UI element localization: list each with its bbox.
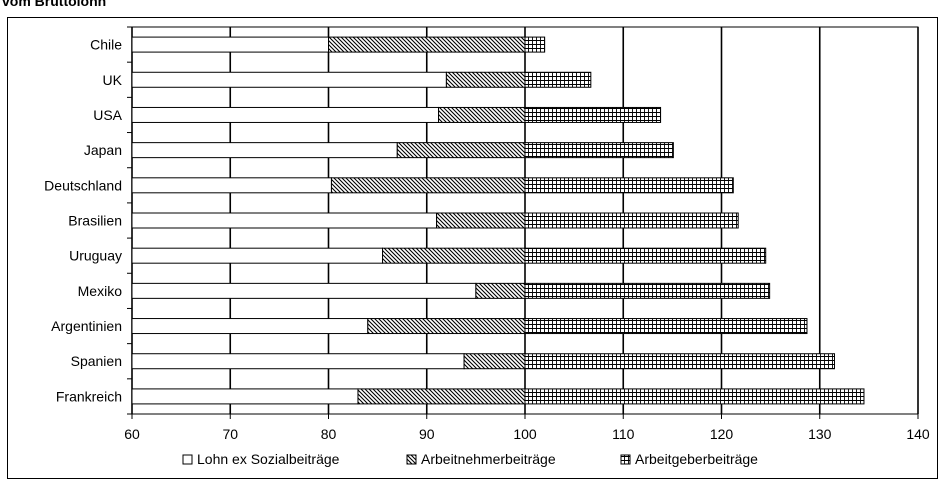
category-label-deutschland: Deutschland xyxy=(44,177,122,193)
category-label-mexiko: Mexiko xyxy=(78,283,123,299)
bar-brasilien-series-0 xyxy=(131,212,438,229)
bar-spanien-series-0 xyxy=(131,353,465,370)
bar-brasilien-series-2 xyxy=(524,212,739,229)
category-label-usa: USA xyxy=(93,107,122,123)
bar-argentinien-series-0 xyxy=(131,318,369,335)
x-tick-label-110: 110 xyxy=(612,426,635,442)
chart-frame xyxy=(7,17,938,479)
legend-label-0: Lohn ex Sozialbeiträge xyxy=(197,451,340,467)
x-tick-label-70: 70 xyxy=(222,426,238,442)
category-label-uruguay: Uruguay xyxy=(69,248,122,264)
bar-brasilien-series-1 xyxy=(436,212,526,229)
bar-deutschland-series-1 xyxy=(330,177,526,194)
x-tick-label-100: 100 xyxy=(513,426,537,442)
bar-japan-series-0 xyxy=(131,142,398,159)
category-label-chile: Chile xyxy=(90,37,122,53)
category-label-argentinien: Argentinien xyxy=(51,318,122,334)
bar-japan-series-1 xyxy=(396,142,526,159)
bar-uk-series-2 xyxy=(524,71,592,88)
legend-swatch-2 xyxy=(620,454,631,465)
bar-frankreich-series-0 xyxy=(131,388,359,405)
bars xyxy=(131,36,865,405)
category-label-brasilien: Brasilien xyxy=(68,213,122,229)
bar-spanien-series-1 xyxy=(463,353,526,370)
bar-usa-series-0 xyxy=(131,106,440,123)
bar-uk-series-1 xyxy=(445,71,526,88)
legend-swatch-1 xyxy=(406,454,417,465)
x-tick-label-140: 140 xyxy=(906,426,930,442)
bar-mexiko-series-2 xyxy=(524,282,771,299)
legend: Lohn ex Sozialbeiträge Arbeitnehmerbeiträ… xyxy=(182,451,758,467)
x-tick-label-60: 60 xyxy=(124,426,140,442)
bar-spanien-series-2 xyxy=(524,353,835,370)
bar-uruguay-series-2 xyxy=(524,247,767,264)
bar-frankreich-series-1 xyxy=(357,388,526,405)
category-label-spanien: Spanien xyxy=(71,353,122,369)
bar-deutschland-series-2 xyxy=(524,177,734,194)
bar-mexiko-series-1 xyxy=(475,282,526,299)
legend-label-2: Arbeitgeberbeiträge xyxy=(635,451,758,467)
bar-usa-series-2 xyxy=(524,106,662,123)
bar-argentinien-series-2 xyxy=(524,318,808,335)
legend-swatch-0 xyxy=(182,454,193,465)
chart-caption: vom Bruttolohn xyxy=(2,0,107,9)
bar-chile-series-1 xyxy=(328,36,526,53)
category-label-japan: Japan xyxy=(84,142,122,158)
bar-deutschland-series-0 xyxy=(131,177,332,194)
bar-chile-series-2 xyxy=(524,36,546,53)
bar-argentinien-series-1 xyxy=(367,318,526,335)
bar-mexiko-series-0 xyxy=(131,282,477,299)
x-tick-label-120: 120 xyxy=(710,426,734,442)
x-tick-label-130: 130 xyxy=(808,426,832,442)
legend-label-1: Arbeitnehmerbeiträge xyxy=(421,451,556,467)
bar-uruguay-series-0 xyxy=(131,247,384,264)
bar-chile-series-0 xyxy=(131,36,329,53)
category-label-uk: UK xyxy=(103,72,123,88)
labels: 60 70 80 90 100 110 120 130 140 Chile UK USA Japan De… xyxy=(44,37,930,442)
x-tick-label-90: 90 xyxy=(419,426,435,442)
x-tick-label-80: 80 xyxy=(321,426,337,442)
bar-frankreich-series-2 xyxy=(524,388,865,405)
bar-japan-series-2 xyxy=(524,142,674,159)
category-label-frankreich: Frankreich xyxy=(56,388,122,404)
bar-uk-series-0 xyxy=(131,71,447,88)
bar-usa-series-1 xyxy=(438,106,526,123)
bar-uruguay-series-1 xyxy=(382,247,526,264)
